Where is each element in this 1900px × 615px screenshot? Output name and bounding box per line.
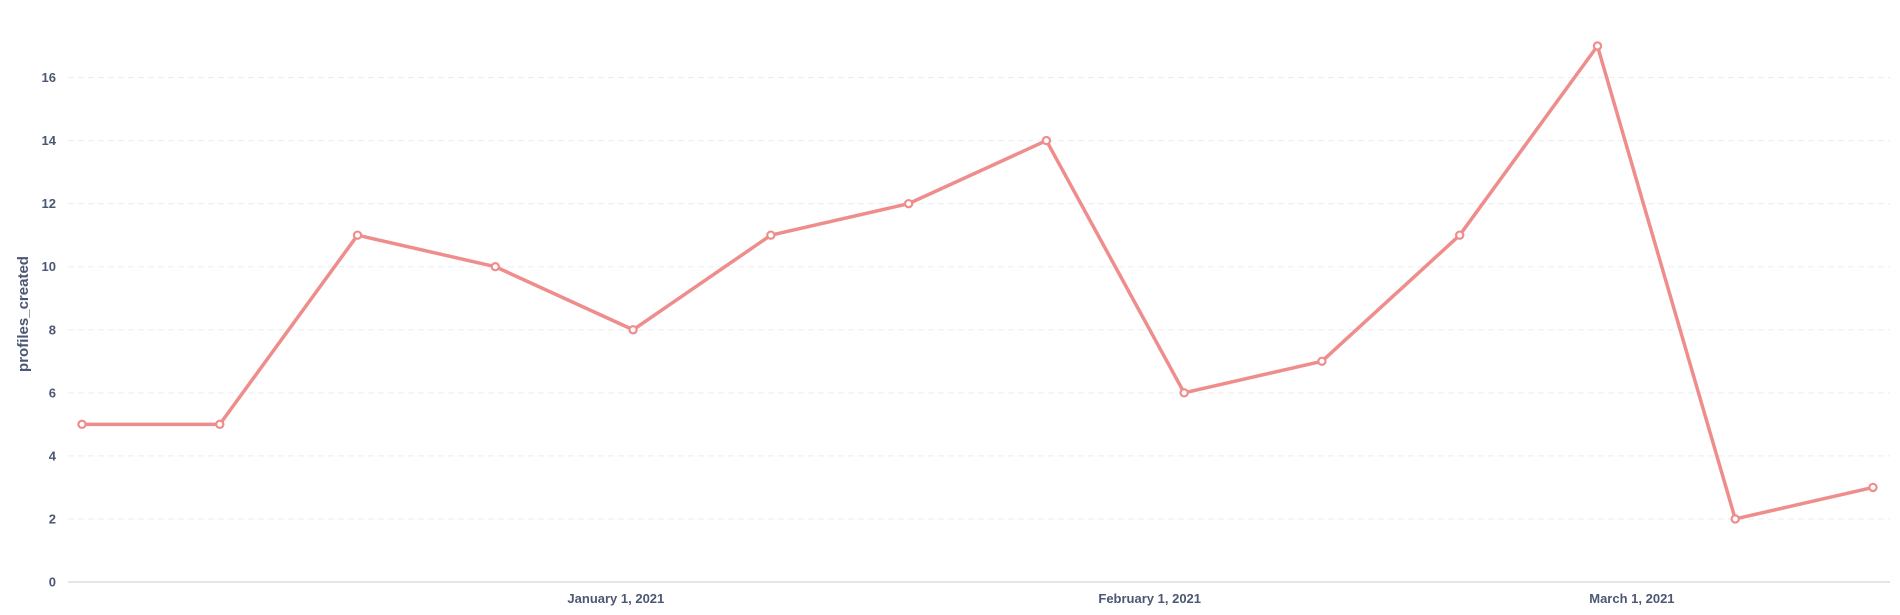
data-point[interactable] [490, 262, 501, 272]
x-axis: January 1, 2021 February 1, 2021 March 1, … [68, 581, 1890, 606]
series-group [77, 41, 1878, 524]
x-tick-label: January 1, 2021 [567, 591, 664, 606]
data-point[interactable] [628, 325, 638, 335]
gridlines [68, 77, 1890, 520]
data-point[interactable] [77, 419, 87, 430]
data-point[interactable] [352, 230, 363, 240]
data-point[interactable] [903, 198, 914, 209]
data-point[interactable] [215, 419, 225, 430]
y-axis: 0 2 4 6 8 10 12 14 16 [42, 70, 57, 589]
y-tick-label: 12 [42, 196, 56, 211]
y-tick-label: 0 [49, 575, 56, 590]
data-point[interactable] [1454, 230, 1465, 240]
y-tick-label: 8 [49, 322, 56, 337]
data-point[interactable] [766, 230, 776, 240]
y-tick-label: 6 [49, 385, 56, 400]
data-point[interactable] [1730, 514, 1740, 524]
y-tick-label: 10 [42, 259, 56, 274]
y-tick-label: 16 [42, 70, 56, 85]
data-point[interactable] [1041, 135, 1052, 146]
y-tick-label: 4 [49, 448, 57, 463]
data-point[interactable] [1868, 482, 1878, 493]
x-tick-label: February 1, 2021 [1098, 591, 1201, 606]
x-tick-label: March 1, 2021 [1589, 591, 1674, 606]
y-axis-title: profiles_created [15, 256, 32, 372]
data-point[interactable] [1179, 388, 1189, 398]
series-line [82, 44, 1874, 521]
data-point[interactable] [1317, 356, 1327, 366]
y-tick-label: 2 [49, 511, 56, 526]
y-tick-label: 14 [42, 133, 57, 148]
data-point[interactable] [1592, 41, 1603, 51]
